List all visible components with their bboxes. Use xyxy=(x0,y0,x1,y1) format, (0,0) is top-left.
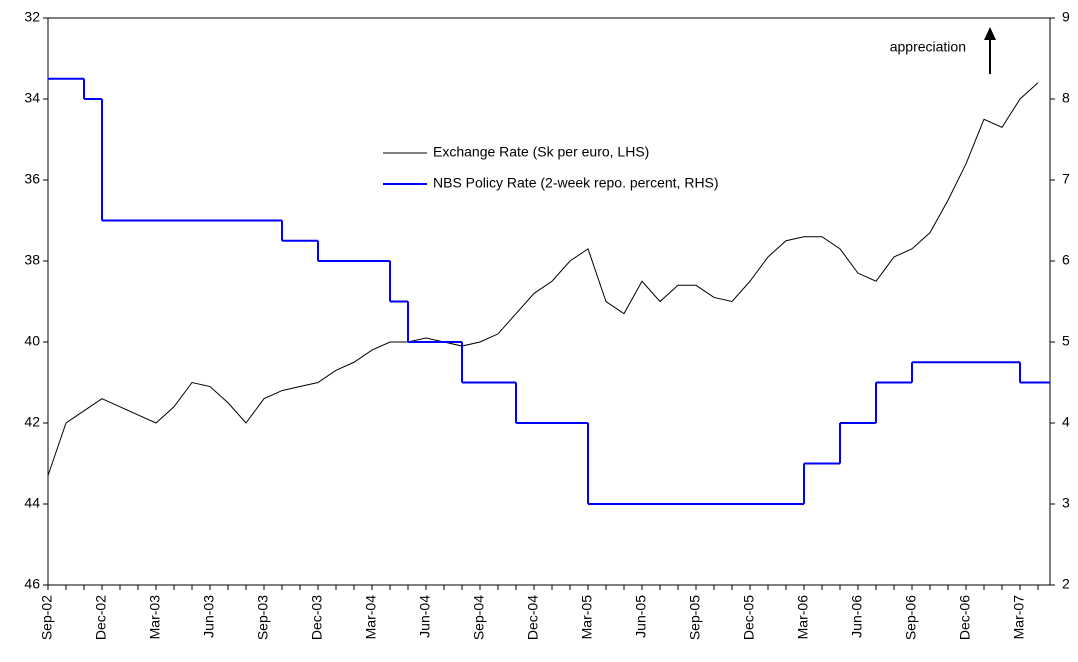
x-tick-label: Mar-04 xyxy=(363,595,379,640)
x-tick-label: Mar-03 xyxy=(147,595,163,640)
y-tick-label: 40 xyxy=(24,333,40,349)
y-tick-label: 32 xyxy=(24,9,40,25)
x-tick-label: Sep-02 xyxy=(39,595,55,640)
y2-tick-label: 9 xyxy=(1062,9,1070,25)
y-tick-label: 36 xyxy=(24,171,40,187)
x-tick-label: Sep-03 xyxy=(255,595,271,640)
x-tick-label: Mar-07 xyxy=(1011,595,1027,640)
y-tick-label: 44 xyxy=(24,495,40,511)
y-tick-label: 46 xyxy=(24,576,40,592)
x-tick-label: Jun-04 xyxy=(417,595,433,638)
y-tick-label: 42 xyxy=(24,414,40,430)
x-tick-label: Jun-05 xyxy=(633,595,649,638)
y2-tick-label: 4 xyxy=(1062,414,1070,430)
x-tick-label: Sep-05 xyxy=(687,595,703,640)
x-tick-label: Mar-06 xyxy=(795,595,811,640)
y-tick-label: 38 xyxy=(24,252,40,268)
x-tick-label: Mar-05 xyxy=(579,595,595,640)
x-tick-label: Sep-06 xyxy=(903,595,919,640)
y2-tick-label: 8 xyxy=(1062,90,1070,106)
x-tick-label: Jun-03 xyxy=(201,595,217,638)
x-tick-label: Dec-02 xyxy=(93,595,109,640)
exchange-rate-line xyxy=(47,82,1039,476)
y-tick-label: 34 xyxy=(24,90,40,106)
y2-tick-label: 7 xyxy=(1062,171,1070,187)
y2-tick-label: 2 xyxy=(1062,576,1070,592)
y2-tick-label: 3 xyxy=(1062,495,1070,511)
legend-label: NBS Policy Rate (2-week repo. percent, R… xyxy=(433,175,719,191)
x-tick-label: Jun-06 xyxy=(849,595,865,638)
x-tick-label: Dec-04 xyxy=(525,595,541,640)
x-tick-label: Dec-06 xyxy=(957,595,973,640)
y2-tick-label: 5 xyxy=(1062,333,1070,349)
y2-tick-label: 6 xyxy=(1062,252,1070,268)
x-tick-label: Dec-03 xyxy=(309,595,325,640)
x-tick-label: Sep-04 xyxy=(471,595,487,640)
legend-label: Exchange Rate (Sk per euro, LHS) xyxy=(433,144,649,160)
annotation: appreciation xyxy=(890,39,966,55)
plot-frame xyxy=(47,17,1051,586)
x-tick-label: Dec-05 xyxy=(741,595,757,640)
annotation-arrowhead xyxy=(984,27,996,40)
